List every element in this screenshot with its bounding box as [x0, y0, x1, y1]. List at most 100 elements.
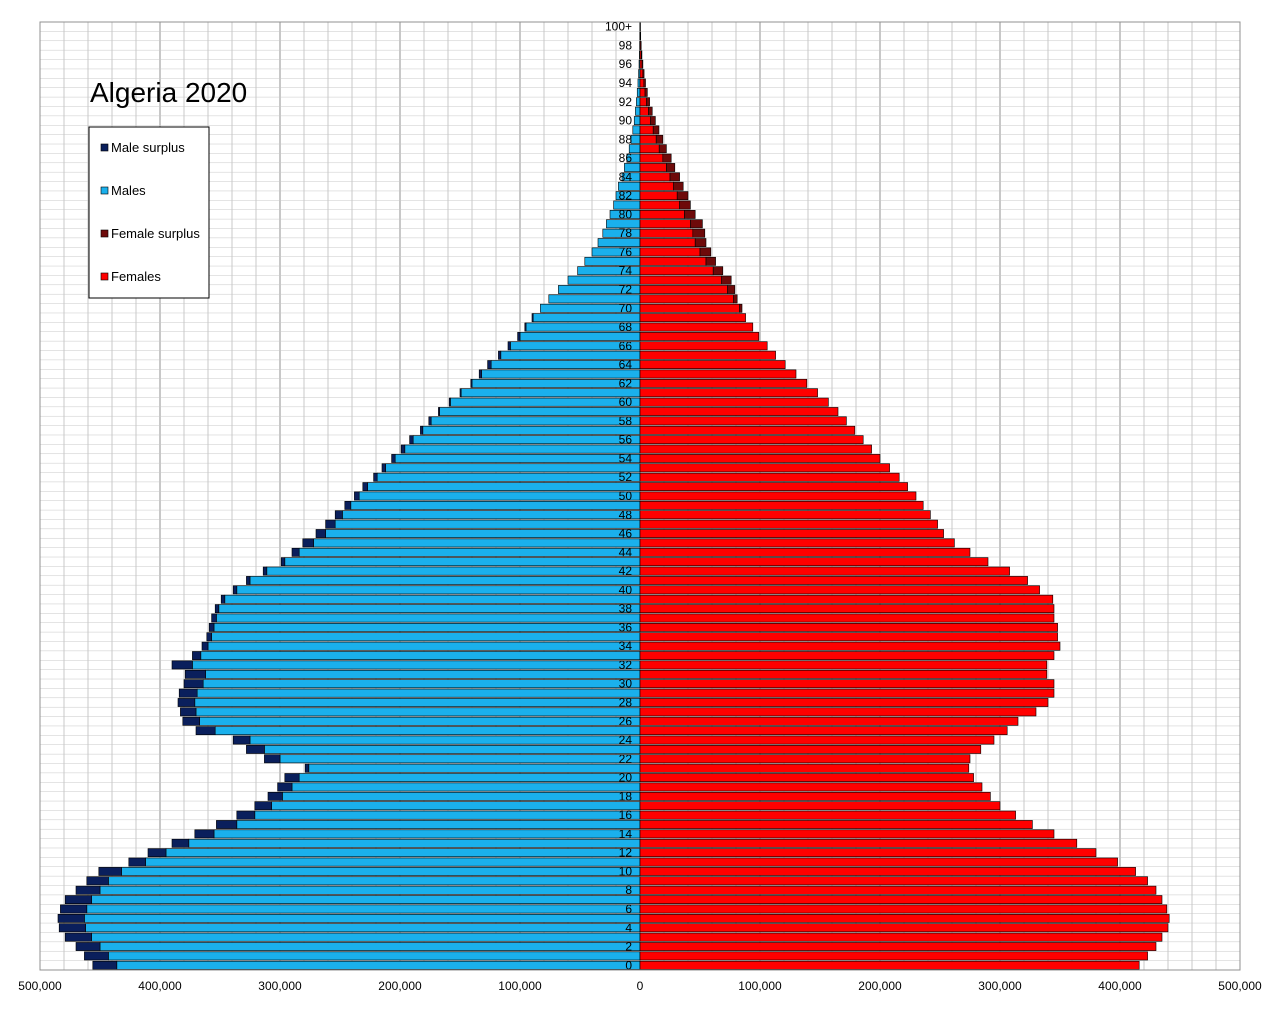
age-label: 88: [619, 132, 633, 146]
age-label: 66: [619, 339, 633, 353]
bar-males: [84, 913, 641, 923]
age-label: 48: [619, 508, 633, 522]
bar-male-surplus: [246, 576, 251, 585]
bar-males: [471, 378, 641, 388]
bar-female-surplus: [694, 238, 707, 247]
age-label: 92: [619, 95, 633, 109]
bar-females: [639, 360, 786, 369]
bar-females: [639, 923, 1169, 933]
bar-males: [636, 97, 641, 107]
legend-label-females: Females: [111, 269, 161, 284]
bar-females: [639, 247, 701, 257]
bar-males: [108, 951, 641, 961]
bar-females: [639, 78, 645, 88]
bar-male-surplus: [302, 538, 314, 548]
bar-female-surplus: [690, 219, 703, 229]
bar-females: [639, 472, 900, 482]
bar-females: [639, 707, 1037, 717]
bar-female-surplus: [705, 256, 716, 266]
bar-male-surplus: [264, 754, 281, 764]
bar-males: [213, 623, 641, 632]
bar-females: [639, 510, 931, 520]
bar-females: [639, 134, 657, 144]
age-label: 36: [619, 620, 633, 634]
age-label: 16: [619, 808, 633, 822]
chart-title: Algeria 2020: [90, 77, 247, 108]
age-label: 6: [625, 902, 632, 916]
bar-females: [639, 960, 1140, 970]
bar-males: [298, 547, 641, 557]
bar-males: [224, 594, 641, 604]
bar-male-surplus: [354, 491, 360, 501]
bar-male-surplus: [277, 782, 293, 792]
bar-male-surplus: [232, 735, 251, 745]
bar-males: [342, 510, 641, 520]
bar-females: [639, 529, 944, 538]
bar-female-surplus: [676, 191, 689, 201]
bar-females: [639, 594, 1054, 604]
bar-males: [450, 397, 641, 407]
bar-male-surplus: [184, 669, 206, 679]
bar-females: [639, 857, 1118, 867]
age-label: 100+: [605, 20, 632, 34]
bar-male-surplus: [470, 378, 473, 388]
bar-females: [639, 604, 1055, 614]
bar-males: [325, 529, 641, 538]
bar-females: [639, 538, 955, 548]
bar-females: [639, 350, 776, 360]
age-label: 28: [619, 695, 633, 709]
bar-males: [636, 88, 641, 97]
bar-females: [639, 463, 890, 473]
bar-females: [639, 69, 644, 79]
bar-female-surplus: [652, 125, 660, 135]
bar-males: [121, 867, 641, 876]
bar-male-surplus: [192, 651, 202, 660]
bar-females: [639, 163, 667, 172]
bar-females: [639, 144, 660, 154]
bar-females: [639, 942, 1157, 951]
bar-females: [639, 745, 982, 754]
bar-female-surplus: [684, 210, 696, 219]
bar-males: [291, 782, 641, 792]
age-label: 94: [619, 76, 633, 90]
age-label: 56: [619, 433, 633, 447]
bar-males: [207, 641, 641, 651]
bar-females: [639, 125, 654, 135]
bar-female-surplus: [646, 97, 650, 107]
bar-male-surplus: [64, 895, 92, 904]
bar-females: [639, 388, 818, 398]
x-tick-label: 400,000: [1098, 979, 1142, 993]
legend-swatch-female-surplus: [100, 229, 109, 238]
bar-males: [282, 791, 641, 801]
bar-males: [236, 820, 641, 829]
bar-female-surplus: [721, 275, 732, 285]
x-tick-label: 400,000: [138, 979, 182, 993]
bar-males: [412, 435, 641, 445]
bar-females: [639, 566, 1010, 576]
bar-female-surplus: [733, 294, 738, 304]
bar-males: [99, 885, 641, 895]
bar-females: [639, 454, 881, 463]
age-label: 2: [625, 940, 632, 954]
age-label: 26: [619, 714, 633, 728]
bar-males: [165, 848, 641, 858]
bar-males: [91, 932, 641, 942]
bar-females: [639, 820, 1033, 829]
bar-females: [639, 500, 924, 510]
x-axis-tick-labels: 500,000 400,000 300,000 200,000 100,000 0 100,…: [18, 979, 1262, 993]
bar-females: [639, 867, 1136, 876]
age-label: 20: [619, 771, 633, 785]
bar-females: [639, 444, 872, 454]
bar-males: [213, 829, 641, 839]
bar-male-surplus: [280, 557, 286, 567]
bar-females: [639, 416, 847, 426]
bar-females: [639, 660, 1048, 670]
bar-males: [195, 707, 641, 717]
bar-females: [639, 651, 1055, 660]
bar-female-surplus: [669, 172, 680, 182]
bar-females: [639, 679, 1055, 689]
bar-male-surplus: [498, 350, 502, 360]
bar-female-surplus: [679, 200, 691, 210]
bar-female-surplus: [658, 144, 667, 154]
bar-males: [367, 482, 641, 492]
